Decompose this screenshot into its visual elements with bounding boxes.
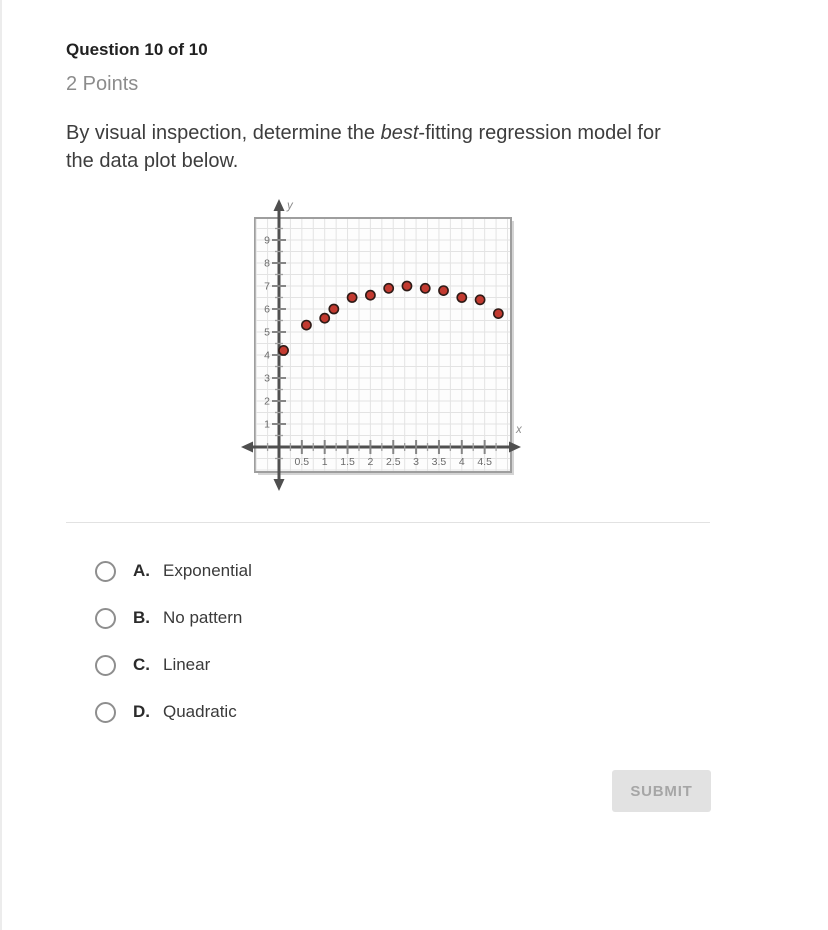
option-radio-a[interactable] [95, 560, 116, 582]
option-radio-c[interactable] [95, 654, 116, 676]
scatter-plot: 0.5 1 1.5 2 2.5 3 3.5 4 4.5 1 2 3 4 5 6 7 8 9 y x [241, 199, 523, 491]
y-axis-arrow-up [273, 199, 285, 211]
y-tick-label: 4 [264, 350, 270, 362]
x-tick-label: 4 [459, 456, 465, 468]
x-tick-label: 0.5 [295, 456, 310, 468]
data-point [301, 319, 312, 331]
x-tick-label: 3.5 [432, 456, 447, 468]
left-edge-divider [0, 0, 2, 930]
option-row-d[interactable]: D. Quadratic [95, 701, 237, 723]
option-letter-b: B. [133, 608, 150, 627]
data-point [346, 292, 358, 303]
x-tick-label: 1.5 [340, 456, 355, 468]
data-point [328, 303, 340, 315]
x-tick-label: 2.5 [386, 456, 401, 468]
option-radio-d[interactable] [95, 701, 116, 723]
data-point [438, 285, 449, 296]
plot-box [254, 217, 512, 473]
x-tick-label: 3 [413, 456, 419, 468]
option-letter-a: A. [133, 561, 150, 580]
data-point [474, 294, 486, 306]
option-letter-d: D. [133, 702, 150, 721]
y-axis-arrow-down [273, 479, 285, 491]
x-tick-label: 4.5 [477, 456, 492, 468]
x-axis-label: x [515, 424, 523, 436]
option-radio-b[interactable] [95, 607, 116, 629]
option-row-a[interactable]: A. Exponential [95, 560, 252, 582]
option-row-c[interactable]: C. Linear [95, 654, 210, 676]
question-text-part2: -fitting regression model for the data p… [66, 122, 661, 172]
y-tick-label: 5 [264, 327, 270, 339]
data-point [492, 308, 504, 319]
x-axis-arrow-left [241, 441, 253, 453]
option-letter-c: C. [133, 655, 150, 674]
y-tick-label: 7 [264, 281, 270, 293]
points-label: 2 Points [66, 73, 139, 95]
scatter-plot-container: 0.5 1 1.5 2 2.5 3 3.5 4 4.5 1 2 3 4 5 6 7 8 9 y x [240, 192, 530, 492]
data-point [419, 282, 431, 294]
y-axis-label: y [286, 200, 294, 212]
data-point [278, 344, 289, 356]
data-point [401, 280, 413, 292]
submit-button[interactable]: SUBMIT [612, 770, 711, 812]
option-row-b[interactable]: B. No pattern [95, 607, 242, 629]
option-label-b: No pattern [163, 608, 243, 627]
data-point [364, 289, 376, 301]
section-divider [66, 522, 710, 523]
y-tick-label: 2 [264, 396, 270, 408]
y-tick-label: 3 [264, 373, 270, 385]
data-point [383, 282, 395, 294]
y-tick-label: 6 [264, 304, 270, 316]
x-tick-label: 2 [367, 456, 373, 468]
x-axis-arrow-right [509, 441, 521, 453]
question-text: By visual inspection, determine the best… [66, 119, 666, 175]
question-counter: Question 10 of 10 [66, 40, 208, 59]
y-tick-label: 9 [264, 235, 270, 247]
option-label-a: Exponential [163, 561, 252, 580]
option-label-d: Quadratic [163, 702, 237, 721]
y-tick-label: 1 [264, 419, 270, 431]
x-tick-label: 1 [322, 456, 328, 468]
option-label-c: Linear [163, 655, 211, 674]
data-point [456, 292, 468, 303]
data-point [319, 312, 331, 324]
question-text-italic: best [380, 122, 419, 144]
y-tick-label: 8 [264, 258, 270, 270]
question-text-part1: By visual inspection, determine the [66, 122, 381, 144]
